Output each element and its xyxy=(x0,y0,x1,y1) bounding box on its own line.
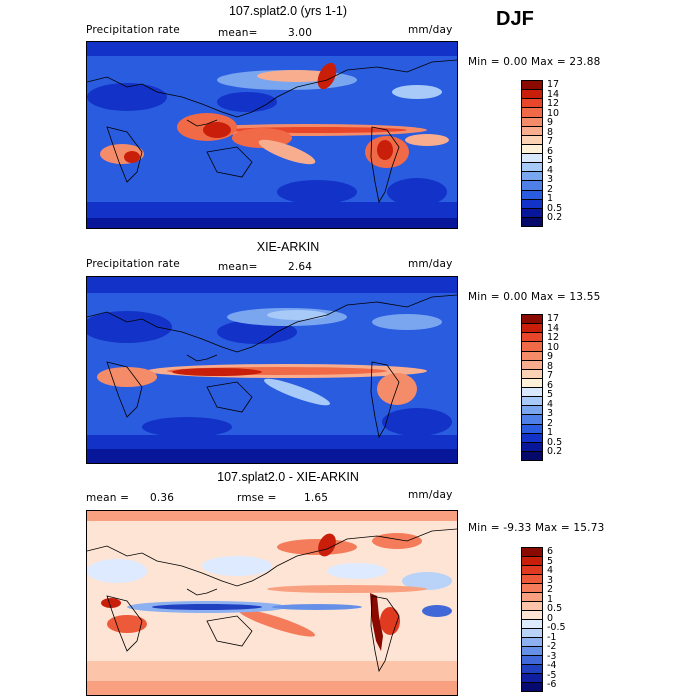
cb1-label: 3 xyxy=(547,174,554,185)
cb1-label: 1 xyxy=(547,193,554,204)
panel-2-mean-value: 2.64 xyxy=(288,261,313,273)
cb2-label: 7 xyxy=(547,370,554,381)
cb1-label: 17 xyxy=(547,79,560,90)
cb1-label: 6 xyxy=(547,145,554,157)
panel-2-precip-map xyxy=(86,276,458,464)
cb2-label: 3 xyxy=(547,408,554,419)
panel-1-colorbar-labels: 17 14 12 10 9 8 7 6 5 4 3 2 1 0.5 0.2 xyxy=(547,79,577,222)
panel-3-title: 107.splat2.0 - XIE-ARKIN xyxy=(217,470,359,484)
cb2-label: 0.5 xyxy=(547,436,563,448)
panel-3-rmse-label: rmse = xyxy=(237,492,277,504)
panel-2-units: mm/day xyxy=(408,258,453,270)
panel-2-title: XIE-ARKIN xyxy=(256,240,320,254)
cb2-label: 9 xyxy=(547,351,554,362)
cb3-label: 1 xyxy=(547,593,554,605)
cb2-label: 1 xyxy=(547,427,554,438)
cb3-label: -0.5 xyxy=(547,622,566,633)
panel-1-range: Min = 0.00 Max = 23.88 xyxy=(468,56,601,68)
cb1-label: 10 xyxy=(547,107,560,119)
panel-1-units: mm/day xyxy=(408,24,453,36)
cb3-label: 5 xyxy=(547,555,554,567)
cb2-label: 0.2 xyxy=(547,446,563,457)
panel-1-colorbar xyxy=(521,80,543,227)
cb1-label: 0.5 xyxy=(547,202,563,214)
panel-3-mean-label: mean = xyxy=(86,492,130,504)
cb3-label: -2 xyxy=(547,641,557,652)
cb3-label: -1 xyxy=(547,631,557,643)
cb3-label: -4 xyxy=(547,660,557,671)
cb1-label: 9 xyxy=(547,117,554,128)
cb3-label: -6 xyxy=(547,679,557,690)
cb3-label: 4 xyxy=(547,565,554,576)
panel-3-colorbar xyxy=(521,547,543,692)
cb3-label: 6 xyxy=(547,546,554,557)
cb3-label: 2 xyxy=(547,584,554,595)
cb2-label: 17 xyxy=(547,313,560,324)
cb2-label: 10 xyxy=(547,341,560,353)
cb2-label: 2 xyxy=(547,417,554,429)
cb1-label: 7 xyxy=(547,136,554,147)
cb1-label: 0.2 xyxy=(547,212,563,223)
cb1-label: 4 xyxy=(547,164,554,176)
panel-1-mean-label: mean= xyxy=(218,27,258,39)
panel-2-map-graphic xyxy=(87,277,457,463)
panel-1-variable: Precipitation rate xyxy=(86,24,180,36)
panel-1-title: 107.splat2.0 (yrs 1-1) xyxy=(228,4,348,18)
cb3-label: -5 xyxy=(547,669,557,681)
panel-3-mean-value: 0.36 xyxy=(150,492,175,504)
panel-1-mean-value: 3.00 xyxy=(288,27,313,39)
panel-3-colorbar-labels: 6 5 4 3 2 1 0.5 0 -0.5 -1 -2 -3 -4 -5 -6 xyxy=(547,546,581,689)
cb2-label: 14 xyxy=(547,322,560,334)
season-label: DJF xyxy=(496,8,534,30)
cb3-label: 3 xyxy=(547,574,554,586)
cb3-label: -3 xyxy=(547,650,557,662)
panel-3-range: Min = -9.33 Max = 15.73 xyxy=(468,522,605,534)
panel-3-difference-map xyxy=(86,510,458,696)
panel-3-units: mm/day xyxy=(408,489,453,501)
panel-3-map-graphic xyxy=(87,511,457,695)
panel-1-map-graphic xyxy=(87,42,457,228)
cb2-label: 12 xyxy=(547,332,560,343)
cb2-label: 6 xyxy=(547,379,554,391)
cb1-label: 8 xyxy=(547,126,554,138)
cb1-label: 14 xyxy=(547,88,560,100)
cb1-label: 5 xyxy=(547,155,554,166)
panel-2-variable: Precipitation rate xyxy=(86,258,180,270)
cb3-label: 0.5 xyxy=(547,603,563,614)
panel-2-mean-label: mean= xyxy=(218,261,258,273)
cb1-label: 12 xyxy=(547,98,560,109)
cb1-label: 2 xyxy=(547,183,554,195)
cb2-label: 8 xyxy=(547,360,554,372)
panel-1-precip-map xyxy=(86,41,458,229)
cb3-label: 0 xyxy=(547,612,554,624)
panel-2-colorbar xyxy=(521,314,543,461)
panel-2-colorbar-labels: 17 14 12 10 9 8 7 6 5 4 3 2 1 0.5 0.2 xyxy=(547,313,577,456)
cb2-label: 4 xyxy=(547,398,554,410)
cb2-label: 5 xyxy=(547,389,554,400)
panel-3-rmse-value: 1.65 xyxy=(304,492,329,504)
panel-2-range: Min = 0.00 Max = 13.55 xyxy=(468,291,601,303)
